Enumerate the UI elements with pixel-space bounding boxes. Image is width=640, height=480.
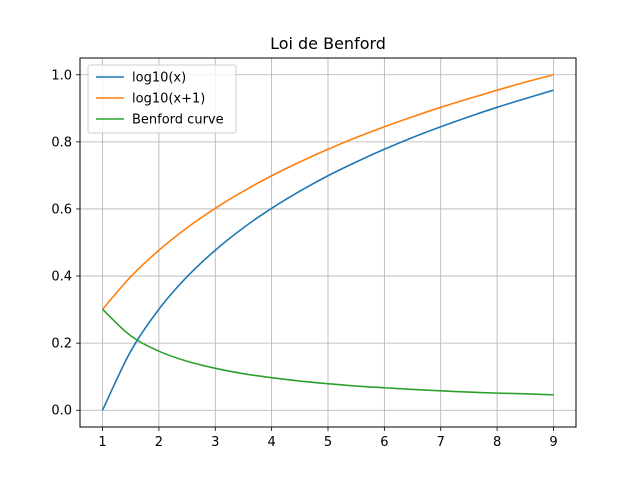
y-tick-labels: 0.0 0.2 0.4 0.6 0.8 1.0: [51, 68, 72, 418]
y-tick-label: 0.2: [51, 337, 72, 352]
y-tick-label: 0.6: [51, 202, 72, 217]
x-tick-label: 5: [324, 435, 332, 450]
x-tick-label: 9: [549, 435, 557, 450]
x-tick-label: 8: [493, 435, 501, 450]
x-tick-label: 6: [380, 435, 388, 450]
y-tick-label: 0.8: [51, 135, 72, 150]
legend-items: log10(x) log10(x+1) Benford curve: [96, 71, 224, 128]
legend-label-2: Benford curve: [132, 113, 224, 128]
legend: log10(x) log10(x+1) Benford curve: [87, 64, 237, 134]
legend-box: [87, 64, 237, 134]
x-tick-label: 3: [211, 435, 219, 450]
series-line-2: [102, 308, 554, 396]
axis-ticks: [76, 74, 554, 431]
series-line-1: [101, 73, 554, 310]
x-tick-label: 2: [155, 435, 163, 450]
y-tick-label: 0.4: [51, 270, 72, 285]
series-line-0: [101, 89, 554, 411]
x-tick-labels: 1 2 3 4 5 6 7 8 9: [98, 435, 557, 450]
series-lines: [101, 73, 554, 411]
chart-title: Loi de Benford: [270, 34, 386, 53]
x-tick-label: 4: [267, 435, 275, 450]
y-tick-label: 1.0: [51, 68, 72, 83]
x-tick-label: 1: [98, 435, 106, 450]
y-tick-label: 0.0: [51, 404, 72, 419]
legend-label-0: log10(x): [132, 71, 186, 86]
x-tick-label: 7: [437, 435, 445, 450]
legend-label-1: log10(x+1): [132, 92, 205, 107]
